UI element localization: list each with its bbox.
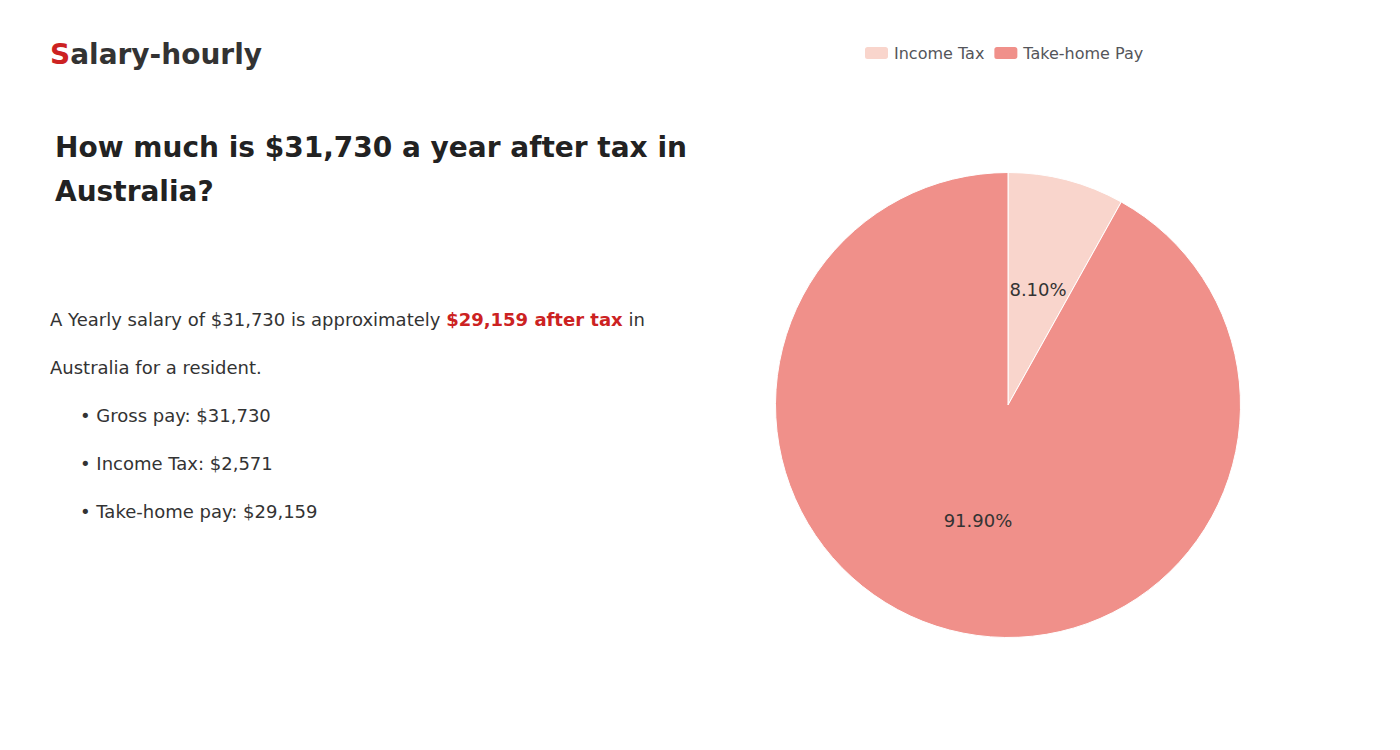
svg-text:Take-home Pay: Take-home Pay [1022,44,1143,63]
svg-text:Australia for a resident.: Australia for a resident. [50,357,262,378]
svg-text:• Take-home pay: $29,159: • Take-home pay: $29,159 [80,501,318,522]
svg-text:alary-hourly: alary-hourly [70,38,262,71]
svg-text:• Income Tax: $2,571: • Income Tax: $2,571 [80,453,273,474]
svg-text:S: S [50,38,70,71]
svg-text:91.90%: 91.90% [944,510,1013,531]
svg-text:$29,159 after tax: $29,159 after tax [446,309,623,330]
svg-text:• Gross pay: $31,730: • Gross pay: $31,730 [80,405,271,426]
svg-text:A Yearly salary of $31,730 is: A Yearly salary of $31,730 is approximat… [50,309,446,330]
svg-text:How much is $31,730 a year aft: How much is $31,730 a year after tax in [55,131,687,164]
svg-text:Income Tax: Income Tax [894,44,984,63]
svg-text:Australia?: Australia? [55,175,214,208]
svg-text:8.10%: 8.10% [1009,279,1066,300]
svg-text:in: in [623,309,645,330]
